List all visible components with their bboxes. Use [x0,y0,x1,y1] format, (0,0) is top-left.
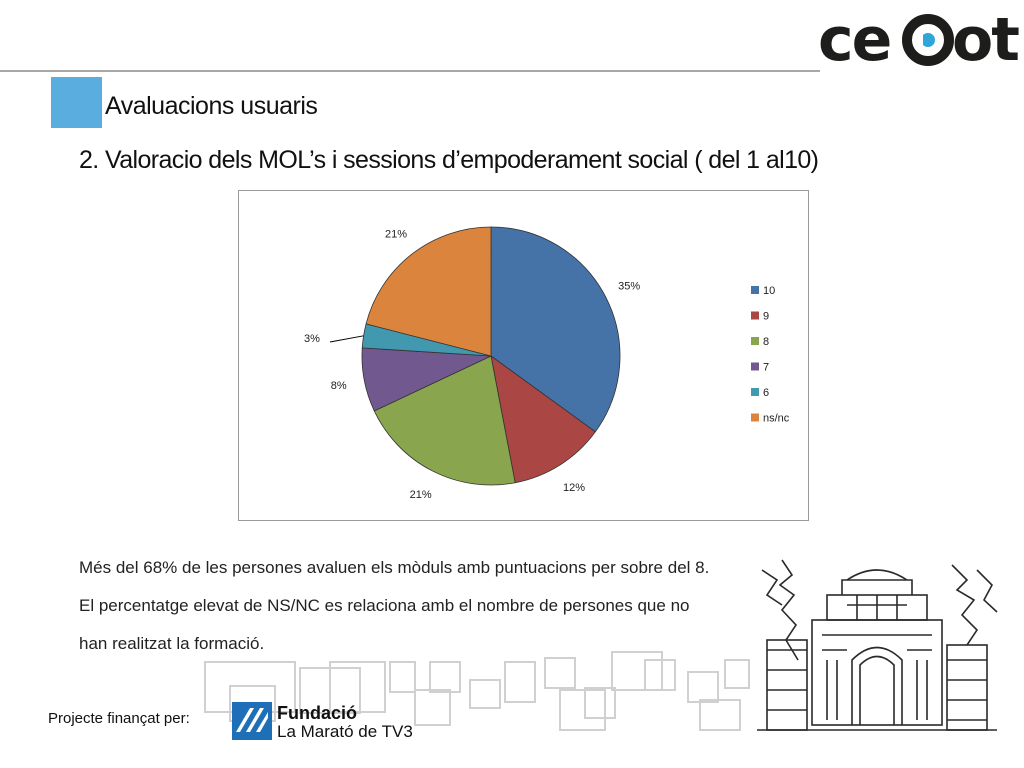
svg-text:ce: ce [818,5,890,70]
legend-label-nsnc: ns/nc [763,413,790,425]
slide-heading: 2. Valoracio dels MOL’s i sessions d’emp… [79,146,819,174]
body-text: Més del 68% de les persones avaluen els … [79,549,779,663]
section-accent-square [51,77,102,128]
body-line-1: Més del 68% de les persones avaluen els … [79,558,710,577]
data-label-nsnc: 21% [385,229,407,241]
body-line-2: El percentatge elevat de NS/NC es relaci… [79,596,690,615]
funder-subtitle: La Marató de TV3 [277,722,413,741]
pie-chart-frame: 35% 12% 21% 8% 3% 21% 10 9 8 7 6 ns/nc [238,190,809,521]
legend-swatch-10 [751,286,759,294]
legend-swatch-7 [751,362,759,371]
fundacio-logo-icon [232,702,272,740]
legend-swatch-8 [751,337,759,345]
legend-swatch-9 [751,311,759,320]
legend-swatch-nsnc [751,413,759,422]
section-title: Avaluacions usuaris [105,92,318,120]
leader-line-6 [329,335,364,343]
legend-label-8: 8 [763,336,769,348]
svg-text:ot: ot [952,5,1019,70]
pie-slice-10 [490,226,621,433]
legend-label-7: 7 [763,362,769,374]
pie-slice-nsnc [365,226,492,357]
funded-by-label: Projecte finançat per: [48,710,190,727]
data-label-8: 21% [410,489,432,501]
data-label-9: 12% [563,482,585,494]
legend-label-9: 9 [763,311,769,323]
building-illustration [757,559,998,731]
pie-slice-9 [490,355,596,484]
header-divider [0,70,820,72]
legend-swatch-6 [751,388,759,396]
body-line-3: han realitzat la formació. [79,634,265,653]
legend-label-6: 6 [763,387,769,399]
cecot-logo: ce ot [818,5,1021,70]
legend-label-10: 10 [763,285,775,297]
data-label-10: 35% [618,281,640,293]
pie-slice-8 [373,355,516,486]
funder-name: Fundació [277,703,357,723]
pie-chart: 35% 12% 21% 8% 3% 21% 10 9 8 7 6 ns/nc [304,226,790,501]
data-label-7: 8% [331,380,347,392]
data-label-6: 3% [304,333,320,345]
